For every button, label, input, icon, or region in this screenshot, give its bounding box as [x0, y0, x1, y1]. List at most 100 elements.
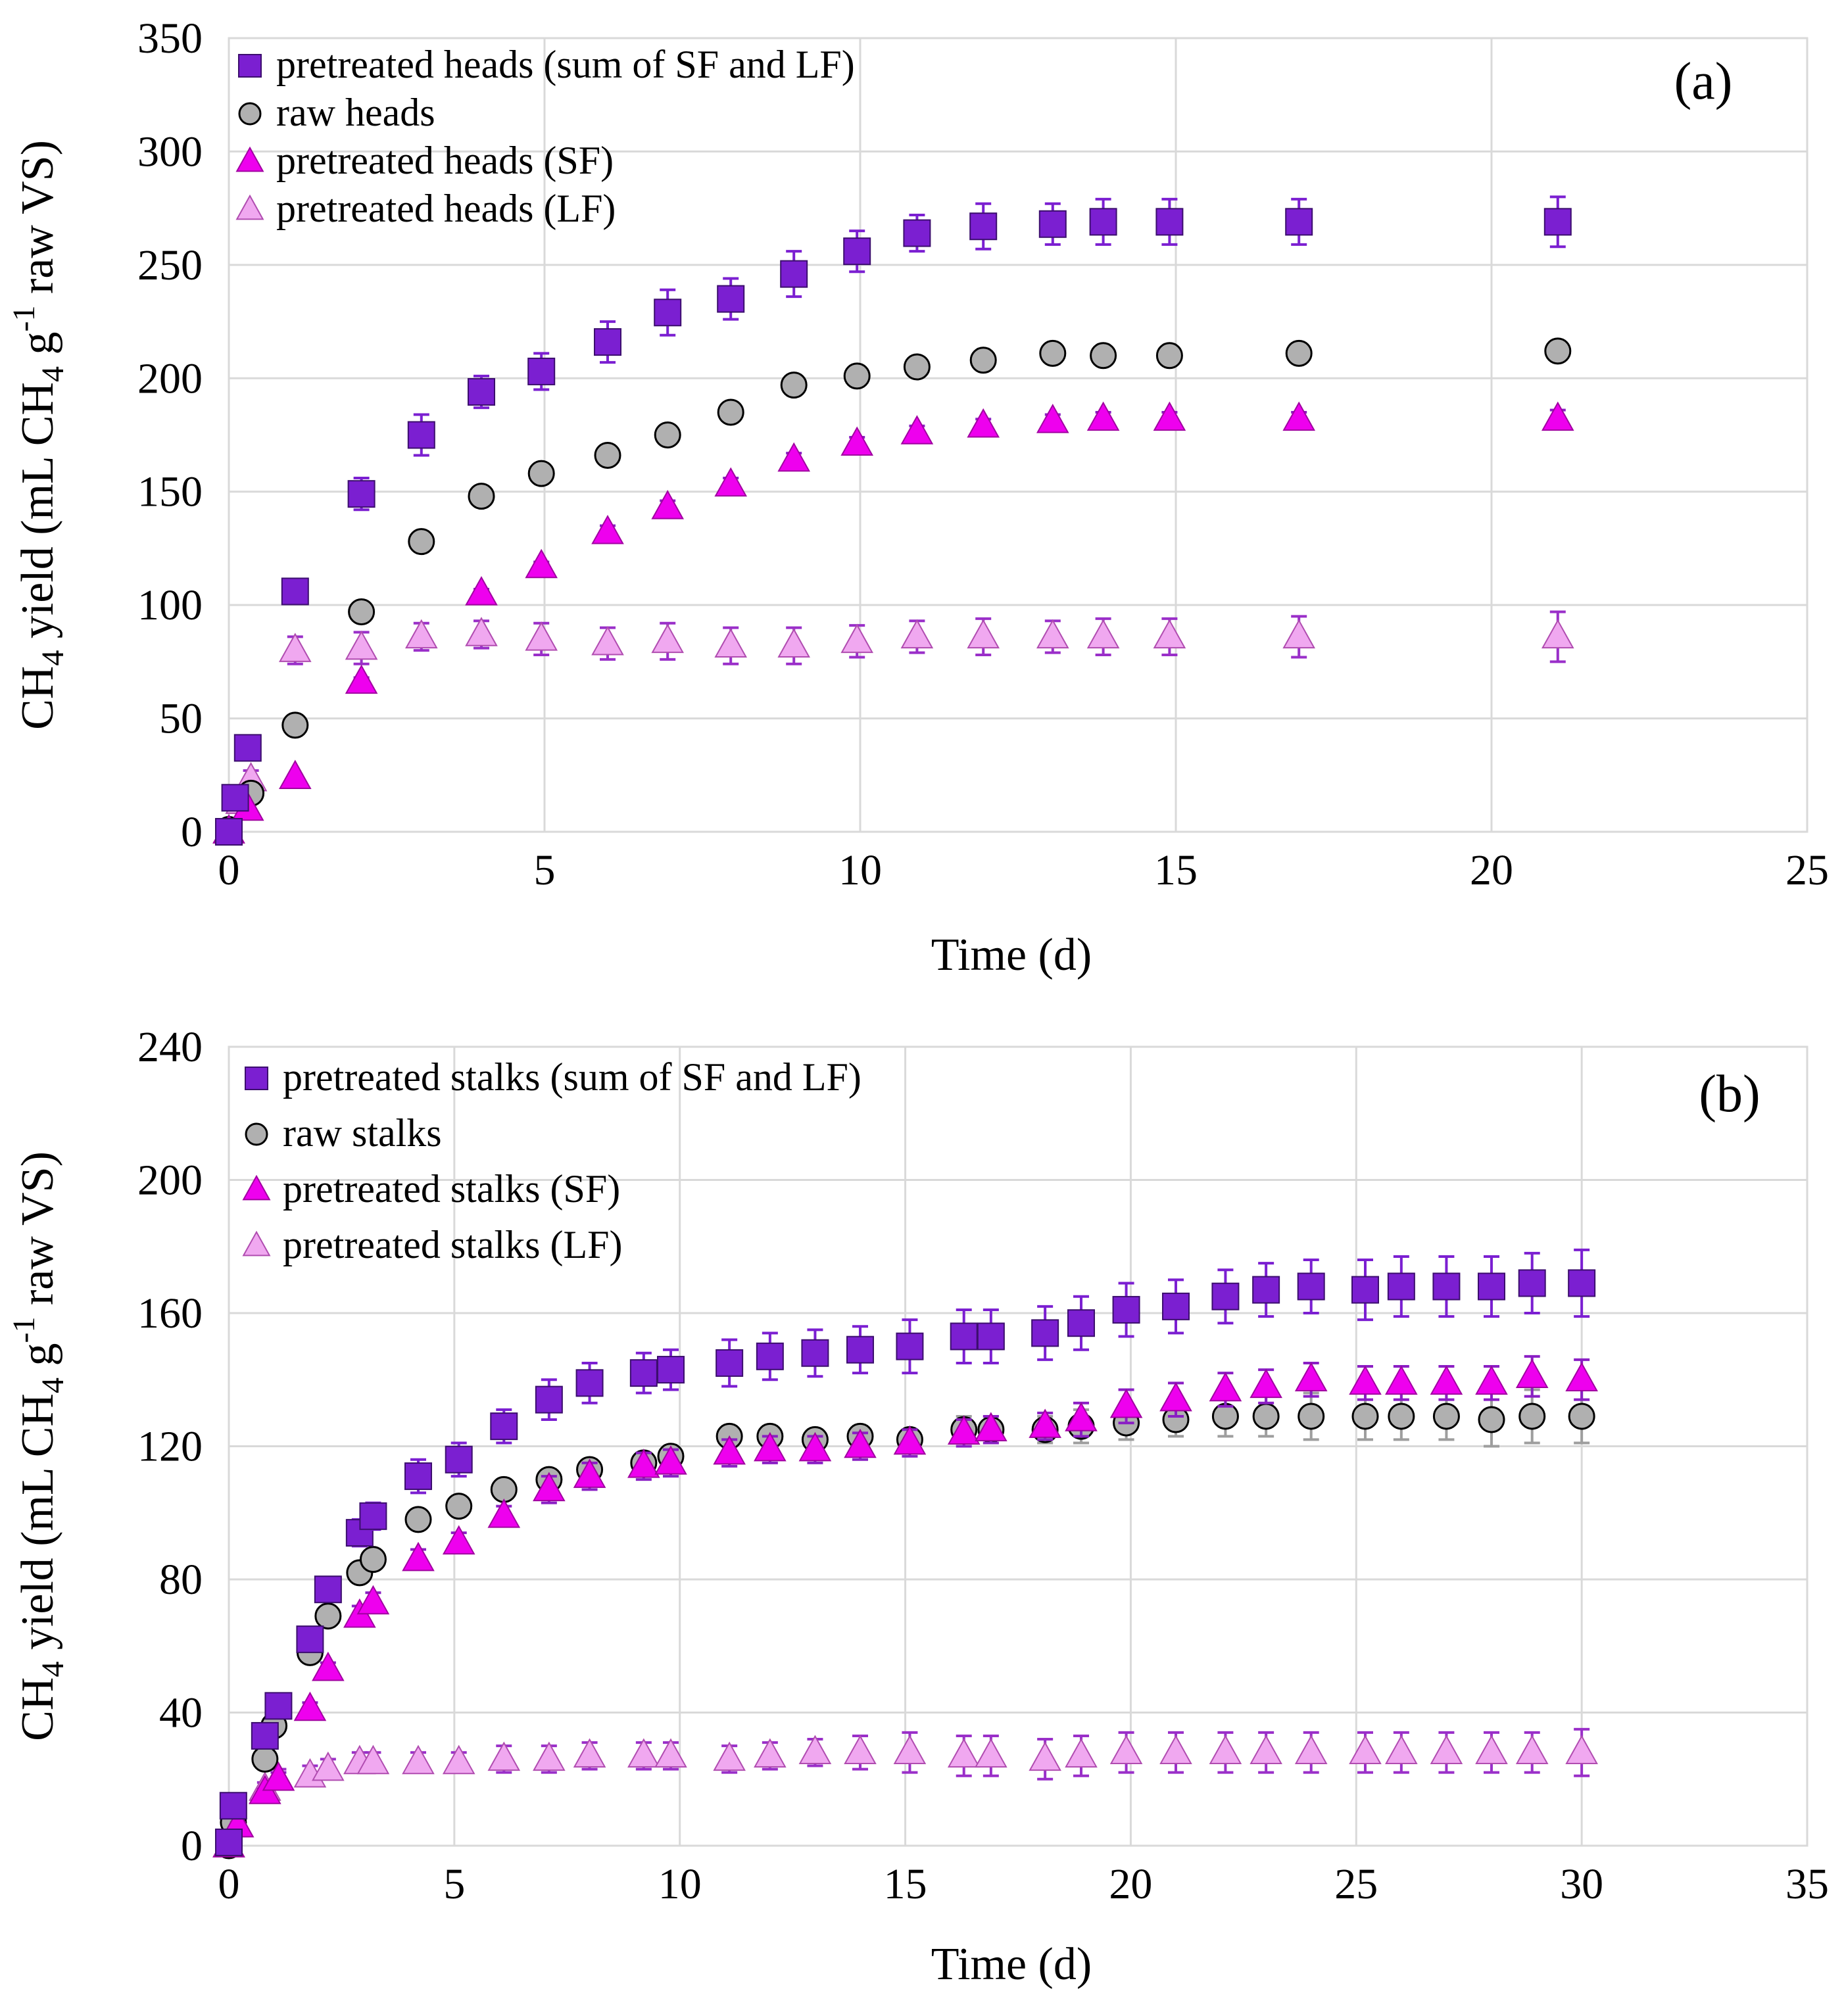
- data-point: [893, 1735, 927, 1765]
- data-point: [717, 285, 745, 313]
- data-point: [465, 617, 498, 646]
- data-point: [1285, 208, 1313, 236]
- data-point: [1109, 1388, 1143, 1418]
- data-point: [215, 818, 243, 846]
- legend-triangle-marker: [242, 1230, 271, 1257]
- data-point: [627, 1449, 660, 1478]
- data-point: [843, 237, 871, 266]
- data-point: [969, 212, 998, 241]
- data-point: [359, 1502, 387, 1530]
- data-point: [402, 1541, 435, 1572]
- data-point: [1112, 1295, 1140, 1324]
- data-point: [1351, 1403, 1379, 1430]
- x-axis-title: Time (d): [931, 930, 1092, 980]
- data-point: [777, 628, 811, 658]
- data-point: [278, 633, 312, 662]
- series-raw-heads: [215, 337, 1572, 844]
- y-tick-label: 80: [159, 1556, 203, 1604]
- data-point: [1541, 401, 1574, 431]
- data-point: [713, 1435, 746, 1465]
- series-pretreated-heads-sf: [212, 401, 1574, 844]
- data-point: [777, 442, 811, 472]
- series-pretreated-heads-sum-of-sf-and-lf: [215, 195, 1572, 846]
- data-point: [780, 260, 808, 288]
- y-tick-label: 100: [137, 581, 203, 629]
- data-point: [573, 1738, 606, 1768]
- data-point: [312, 1651, 345, 1681]
- data-point: [487, 1741, 521, 1771]
- series-pretreated-stalks-sum-of-sf-and-lf: [215, 1248, 1596, 1856]
- y-tick-label: 160: [137, 1289, 203, 1337]
- legend-circle-marker: [238, 102, 262, 126]
- data-point: [1294, 1362, 1328, 1392]
- data-point: [1109, 1735, 1143, 1765]
- data-point: [264, 1692, 293, 1720]
- data-point: [533, 1741, 566, 1771]
- data-point: [1430, 1365, 1463, 1395]
- data-point: [1515, 1735, 1549, 1765]
- data-point: [714, 467, 748, 497]
- legend-label: pretreated heads (sum of SF and LF): [276, 43, 855, 86]
- panel-b-chart: 0 5 10 15 20 25 30 35 0 40 80 120 160 200 240 Time (d) C…: [7, 1023, 1829, 1990]
- data-point: [967, 619, 1000, 649]
- data-point: [840, 426, 874, 456]
- x-tick-label: 25: [1334, 1860, 1378, 1908]
- y-tick-label: 40: [159, 1689, 203, 1737]
- data-point: [594, 442, 621, 469]
- data-point: [1475, 1735, 1508, 1765]
- y-tick-label: 50: [159, 695, 203, 743]
- data-point: [356, 1744, 390, 1775]
- legend: pretreated stalks (sum of SF and LF) raw …: [242, 1055, 861, 1266]
- data-point: [843, 362, 871, 390]
- data-point: [754, 1738, 787, 1768]
- data-point: [1385, 1735, 1418, 1765]
- data-point: [1209, 1372, 1242, 1402]
- data-point: [1282, 401, 1316, 431]
- data-point: [535, 1385, 563, 1414]
- data-point: [1039, 339, 1067, 367]
- data-point: [215, 1828, 243, 1856]
- y-tick-label: 200: [137, 1157, 203, 1205]
- data-point: [296, 1625, 324, 1654]
- data-point: [1568, 1269, 1596, 1297]
- series-pretreated-heads-lf: [212, 610, 1574, 844]
- data-point: [1086, 619, 1120, 649]
- data-point: [404, 619, 438, 649]
- data-point: [594, 328, 621, 356]
- data-point: [1250, 1735, 1282, 1765]
- x-tick-label: 20: [1470, 846, 1513, 894]
- data-point: [251, 1745, 279, 1773]
- data-point: [1541, 619, 1574, 649]
- data-point: [657, 1356, 685, 1384]
- data-point: [404, 1462, 432, 1491]
- data-point: [490, 1476, 518, 1503]
- data-point: [1515, 1358, 1549, 1388]
- data-point: [445, 1445, 473, 1474]
- data-point: [654, 1445, 687, 1475]
- data-point: [278, 759, 312, 789]
- legend-label: pretreated stalks (sum of SF and LF): [283, 1055, 861, 1099]
- data-point: [627, 1738, 660, 1768]
- data-point: [533, 1472, 566, 1502]
- data-point: [1036, 404, 1069, 433]
- data-point: [468, 377, 495, 406]
- x-tick-label: 10: [658, 1860, 702, 1908]
- data-point: [1544, 337, 1572, 365]
- y-tick-label: 120: [137, 1423, 203, 1471]
- data-point: [1282, 619, 1316, 649]
- x-tick-label: 25: [1785, 846, 1829, 894]
- data-point: [1155, 342, 1183, 370]
- data-point: [801, 1339, 829, 1367]
- x-tick-label: 15: [884, 1860, 927, 1908]
- x-tick-label: 0: [218, 846, 240, 894]
- legend-square-marker: [238, 54, 262, 78]
- legend-label: pretreated stalks (LF): [283, 1223, 622, 1266]
- data-point: [893, 1425, 927, 1455]
- x-axis-title: Time (d): [931, 1939, 1092, 1990]
- data-point: [527, 357, 556, 385]
- x-tick-label: 20: [1109, 1860, 1152, 1908]
- data-point: [654, 299, 682, 327]
- data-point: [1211, 1282, 1240, 1310]
